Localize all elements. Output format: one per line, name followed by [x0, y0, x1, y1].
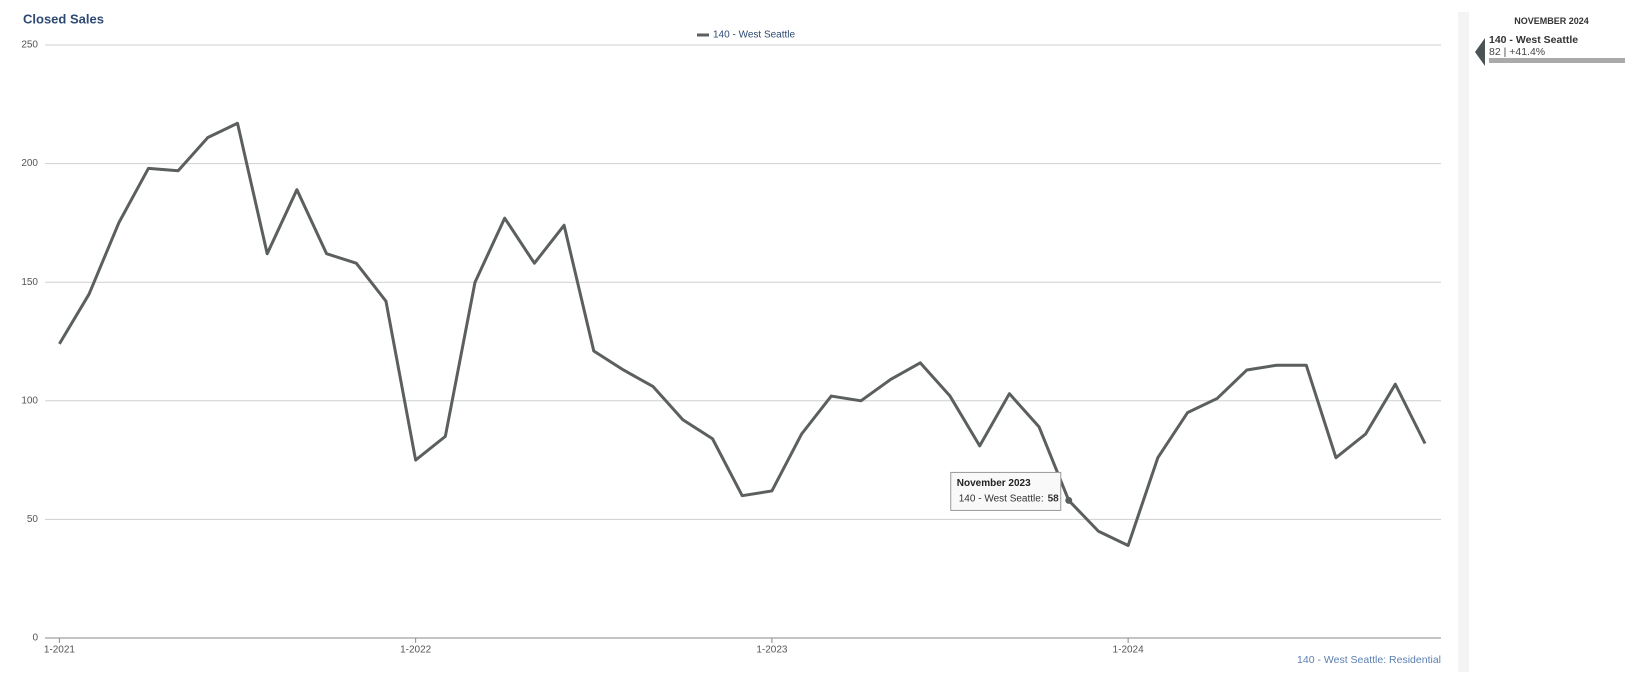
y-tick-label: 200	[21, 158, 38, 169]
y-tick-label: 100	[21, 395, 38, 406]
sidebar-name: 140 - West Seattle	[1489, 34, 1579, 46]
hover-point	[1065, 496, 1073, 504]
sidebar-summary: 82 | +41.4%	[1489, 46, 1546, 58]
sidebar-toggle[interactable]	[1458, 12, 1469, 672]
chart-title: Closed Sales	[23, 11, 104, 26]
tooltip-box	[950, 471, 1062, 511]
tooltip-title: November 2023	[957, 478, 1031, 489]
sidebar-bar	[1489, 58, 1625, 63]
x-tick-label: 1-2023	[756, 645, 788, 656]
y-tick-label: 250	[21, 40, 38, 51]
sidebar-period: NOVEMBER 2024	[1514, 16, 1589, 26]
tooltip-value: 58	[1048, 493, 1060, 504]
series-line	[58, 121, 1427, 547]
tooltip-label: 140 - West Seattle:	[959, 493, 1044, 504]
sidebar-arrow	[1475, 38, 1485, 66]
chart: Closed Sales 140 - West Seattle: Residen…	[21, 11, 1441, 666]
y-tick-label: 150	[21, 277, 38, 288]
x-tick-label: 1-2021	[44, 645, 76, 656]
tooltip-text: 140 - West Seattle: 58	[959, 493, 1059, 504]
x-tick-label: 1-2022	[400, 645, 432, 656]
footer-label: 140 - West Seattle: Residential	[1297, 654, 1441, 666]
legend-label: 140 - West Seattle	[713, 30, 796, 41]
y-tick-label: 0	[32, 633, 38, 644]
x-tick-label: 1-2024	[1113, 645, 1145, 656]
y-tick-label: 50	[27, 514, 39, 525]
sidebar: NOVEMBER 2024 140 - West Seattle 82 | +4…	[1469, 0, 1634, 684]
